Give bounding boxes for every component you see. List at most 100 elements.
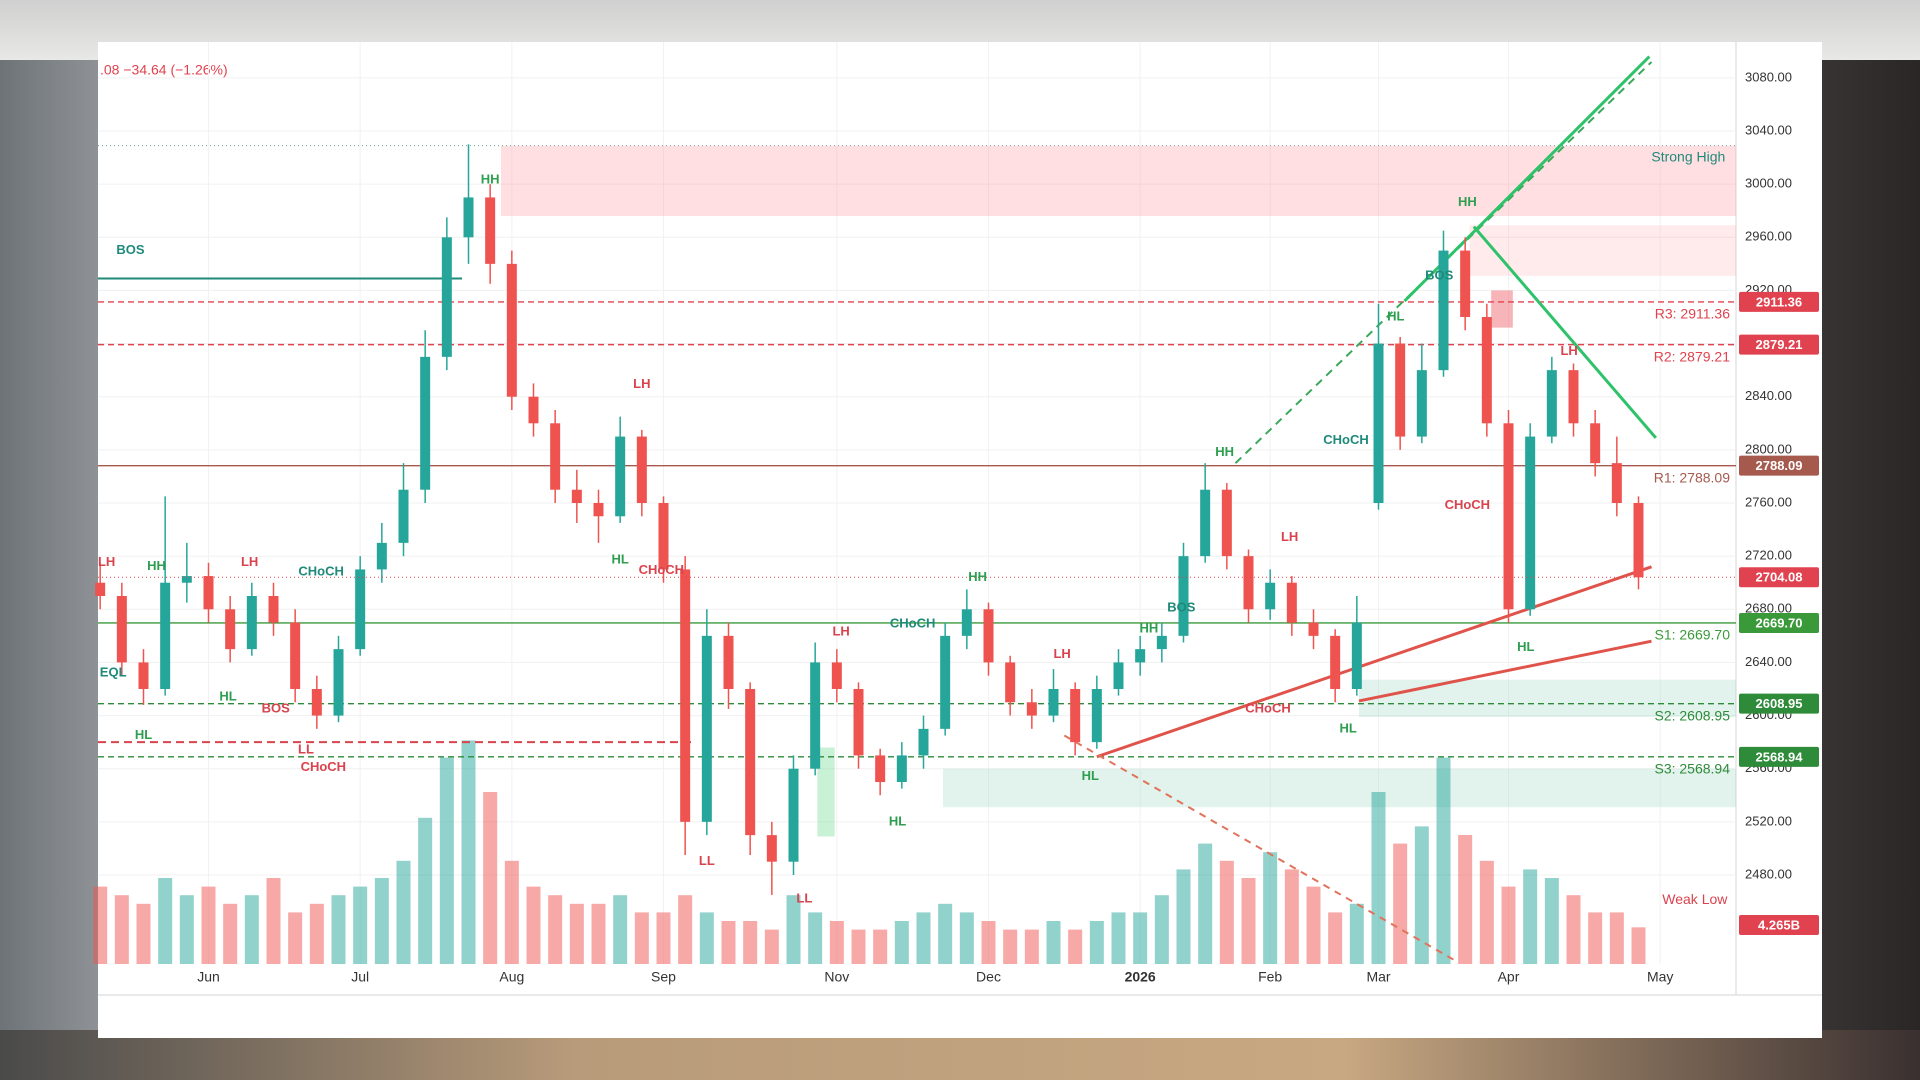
x-tick-label: Jul [351, 969, 369, 985]
volume-bar [1306, 886, 1321, 964]
annotation: CHoCH [639, 562, 685, 577]
candle-body [1611, 463, 1622, 503]
volume-bar [353, 886, 368, 964]
annotation: HH [1139, 621, 1158, 636]
volume-bar [331, 895, 346, 964]
current-price-tag-bg [1739, 567, 1819, 588]
candle-body [1156, 635, 1167, 650]
x-tick-label: Sep [651, 969, 676, 985]
candle-body [95, 582, 106, 596]
volume-bar [309, 903, 324, 964]
level-label: S1: 2669.70 [1654, 627, 1730, 643]
volume-bar [93, 886, 108, 964]
candle-body [1005, 662, 1016, 703]
candle-body [268, 595, 279, 623]
annotation: BOS [1167, 599, 1196, 614]
y-tick-label: 2680.00 [1745, 601, 1792, 616]
zone [817, 747, 835, 837]
x-tick-label: Nov [824, 969, 849, 985]
annotation: BOS [116, 242, 145, 257]
candle-body [225, 609, 236, 650]
candle-body [441, 237, 452, 357]
y-tick-label: 2760.00 [1745, 494, 1792, 509]
candle-body [528, 396, 539, 424]
volume-bar [829, 921, 844, 964]
candle-body [1091, 688, 1102, 743]
candle-body [1460, 250, 1471, 318]
x-tick-label: Mar [1366, 969, 1390, 985]
candle-body [875, 755, 886, 782]
volume-bar [699, 912, 714, 964]
volume-bar [1588, 912, 1603, 964]
y-tick-label: 2480.00 [1745, 866, 1792, 881]
annotation: CHoCH [1323, 432, 1369, 447]
candle-body [311, 688, 322, 716]
volume-bar [1284, 869, 1299, 964]
candle-body [203, 576, 214, 610]
volume-bar [504, 860, 519, 964]
annotation: HH [1215, 444, 1234, 459]
volume-bar [764, 929, 779, 964]
level-tag-bg [1739, 746, 1819, 767]
candle-body [680, 569, 691, 822]
volume-bar [938, 903, 953, 964]
annotation: LL [796, 890, 812, 905]
candle-body [766, 835, 777, 862]
candle-body [1546, 370, 1557, 437]
volume-bar [1089, 921, 1104, 964]
candle-body [961, 609, 972, 636]
x-tick-label: Apr [1498, 969, 1520, 985]
volume-bar [1371, 792, 1386, 964]
volume-bar [396, 860, 411, 964]
candle-body [463, 197, 474, 238]
candle-body [1481, 317, 1492, 424]
candle-body [1286, 582, 1297, 623]
zone [1469, 225, 1736, 276]
annotation: HL [611, 552, 628, 567]
volume-bar [873, 929, 888, 964]
volume-bar [634, 912, 649, 964]
annotation: HL [219, 688, 236, 703]
candle-body [788, 768, 799, 862]
annotation: LH [241, 554, 258, 569]
volume-bar [526, 886, 541, 964]
candle-body [896, 755, 907, 782]
level-tag: 2608.95 [1756, 696, 1803, 711]
annotation: BOS [262, 700, 291, 715]
volume-bar [981, 921, 996, 964]
volume-bar [1479, 860, 1494, 964]
annotation: HH [147, 558, 166, 573]
annotation: HH [968, 569, 987, 584]
volume-tag: 4.265B [1758, 917, 1800, 932]
y-tick-label: 2800.00 [1745, 441, 1792, 456]
candle-body [246, 595, 257, 650]
candle-body [138, 662, 149, 689]
y-tick-label: 2640.00 [1745, 654, 1792, 669]
annotation: EQL [100, 664, 127, 679]
annotation: CHoCH [298, 564, 344, 579]
candle-body [1135, 649, 1146, 663]
volume-bar [483, 792, 498, 964]
volume-bar [959, 912, 974, 964]
annotation: Strong High [1651, 148, 1725, 164]
candle-body [615, 436, 626, 517]
candle-body [1265, 582, 1276, 610]
annotation: BOS [1425, 267, 1454, 282]
candle-body [1178, 556, 1189, 636]
candle-body [1633, 503, 1644, 578]
candle-body [810, 662, 821, 769]
volume-bar [1068, 929, 1083, 964]
volume-bar [1328, 912, 1343, 964]
volume-bar [1609, 912, 1624, 964]
volume-bar [1154, 895, 1169, 964]
annotation: LH [1281, 529, 1298, 544]
candle-body [1026, 702, 1037, 716]
annotation: CHoCH [301, 759, 347, 774]
annotation: LH [832, 623, 849, 638]
volume-bar [1241, 878, 1256, 964]
candle-body [116, 595, 127, 663]
level-tag: 2879.21 [1756, 337, 1803, 352]
level-tag-bg [1739, 291, 1819, 312]
